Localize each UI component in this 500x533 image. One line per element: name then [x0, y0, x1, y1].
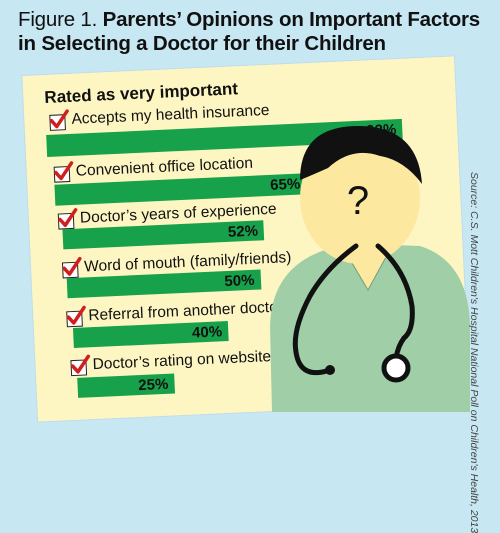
infographic: Figure 1. Parents’ Opinions on Important… — [18, 8, 488, 533]
stethoscope-earpiece-left — [325, 365, 335, 375]
checkbox-icon — [57, 208, 78, 230]
doctor-illustration: ? — [270, 126, 470, 412]
stethoscope-tube — [292, 243, 415, 376]
checkbox-icon — [70, 354, 91, 377]
source-note: Source: C.S. Mott Children's Hospital Na… — [468, 172, 480, 533]
bar-list: Accepts my health insurance92%Convenient… — [46, 102, 403, 398]
figure-title: Figure 1. Parents’ Opinions on Important… — [18, 8, 488, 56]
checkbox-icon — [61, 256, 82, 279]
checkbox-icon — [53, 161, 74, 183]
doctor-hair — [300, 126, 422, 184]
checkbox-icon — [49, 109, 69, 131]
stethoscope-chestpiece — [381, 353, 411, 383]
question-mark: ? — [347, 179, 369, 223]
checkbox-icon — [66, 305, 86, 328]
figure-number: Figure 1. — [18, 8, 98, 31]
figure-title-text: Parents’ Opinions on Important Factors i… — [18, 8, 481, 55]
